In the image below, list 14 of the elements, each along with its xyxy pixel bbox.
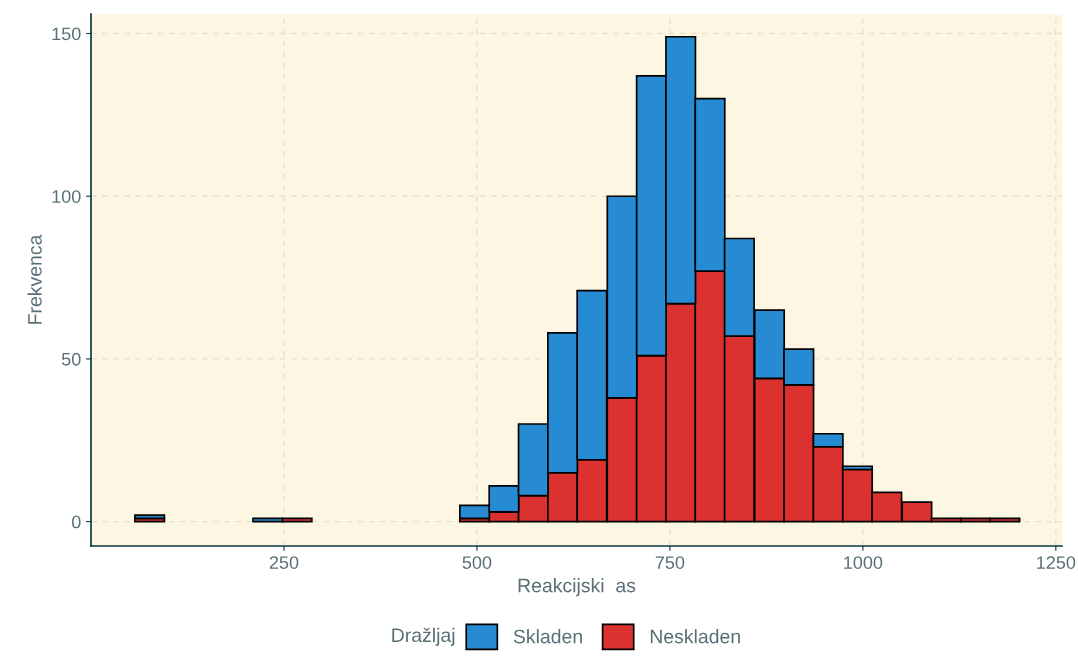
x-tick-label: 500 — [462, 556, 492, 569]
y-axis-title: Frekvenca — [27, 234, 42, 324]
x-tick-label: 750 — [655, 556, 685, 569]
x-tick-label: 250 — [269, 556, 299, 569]
x-tick-label: 1000 — [844, 556, 883, 569]
y-tick-label: 0 — [71, 515, 81, 529]
y-tick-label: 100 — [52, 190, 81, 203]
y-tick-label: 50 — [61, 352, 81, 366]
legend-label: Neskladen — [650, 629, 740, 644]
legend-title: Dražljaj — [392, 627, 455, 646]
x-tick-label: 1250 — [1037, 556, 1076, 569]
x-axis-title: Reakcijski as — [518, 578, 636, 597]
legend-label: Skladen — [513, 629, 582, 644]
y-tick-label: 150 — [52, 27, 81, 41]
